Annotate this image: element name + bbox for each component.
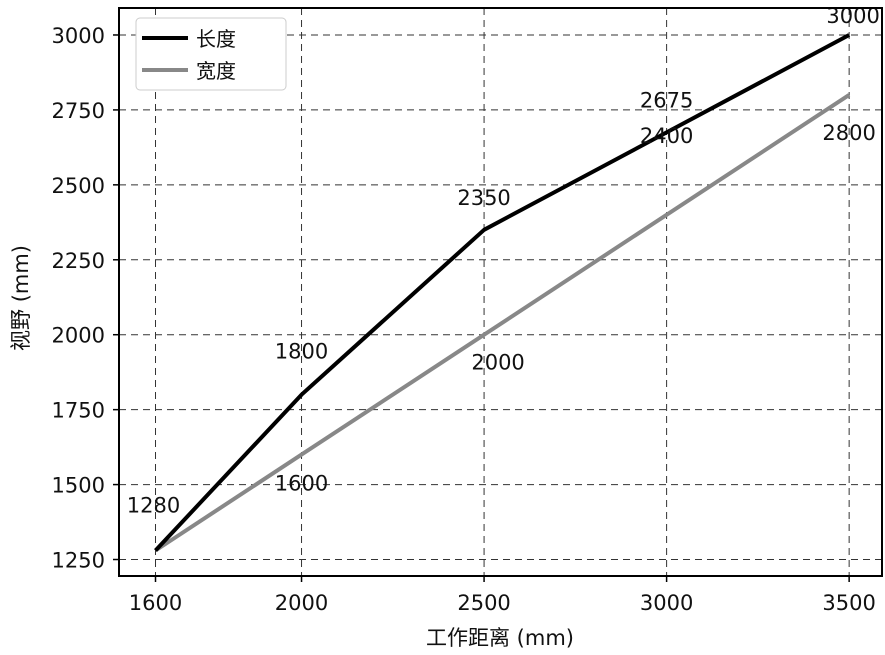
length-data-label: 1280 — [127, 494, 180, 518]
y-axis-ticks: 1250 1500 1750 2000 2250 2500 2750 3000 — [52, 24, 119, 573]
length-series-line — [154, 33, 851, 552]
y-axis-title: 视野 (mm) — [9, 245, 33, 351]
y-tick-label: 2250 — [52, 249, 105, 273]
length-data-label: 1800 — [275, 340, 328, 364]
x-tick-label: 2000 — [275, 591, 328, 615]
x-tick-label: 1600 — [129, 591, 182, 615]
y-tick-label: 2750 — [52, 99, 105, 123]
x-axis-title: 工作距离 (mm) — [426, 626, 574, 650]
width-series-line — [154, 93, 851, 553]
plot-area — [118, 7, 883, 577]
legend-label-length: 长度 — [196, 27, 236, 51]
width-data-label: 1600 — [275, 472, 328, 496]
width-data-label: 2800 — [822, 121, 875, 145]
x-axis-ticks: 1600 2000 2500 3000 3500 — [129, 576, 876, 615]
x-tick-label: 3000 — [640, 591, 693, 615]
length-data-label: 2675 — [640, 88, 693, 112]
y-tick-label: 3000 — [52, 24, 105, 48]
width-data-label: 2000 — [471, 351, 524, 375]
length-data-label: 2350 — [457, 186, 510, 210]
y-tick-label: 2500 — [52, 174, 105, 198]
width-data-label: 2400 — [640, 124, 693, 148]
series-layer — [154, 33, 851, 553]
y-tick-label: 1250 — [52, 549, 105, 573]
grid — [119, 8, 882, 576]
y-tick-label: 1500 — [52, 474, 105, 498]
legend: 长度 宽度 — [135, 17, 287, 91]
x-tick-label: 3500 — [822, 591, 875, 615]
legend-label-width: 宽度 — [196, 59, 236, 83]
y-tick-label: 2000 — [52, 324, 105, 348]
y-tick-label: 1750 — [52, 399, 105, 423]
x-tick-label: 2500 — [457, 591, 510, 615]
